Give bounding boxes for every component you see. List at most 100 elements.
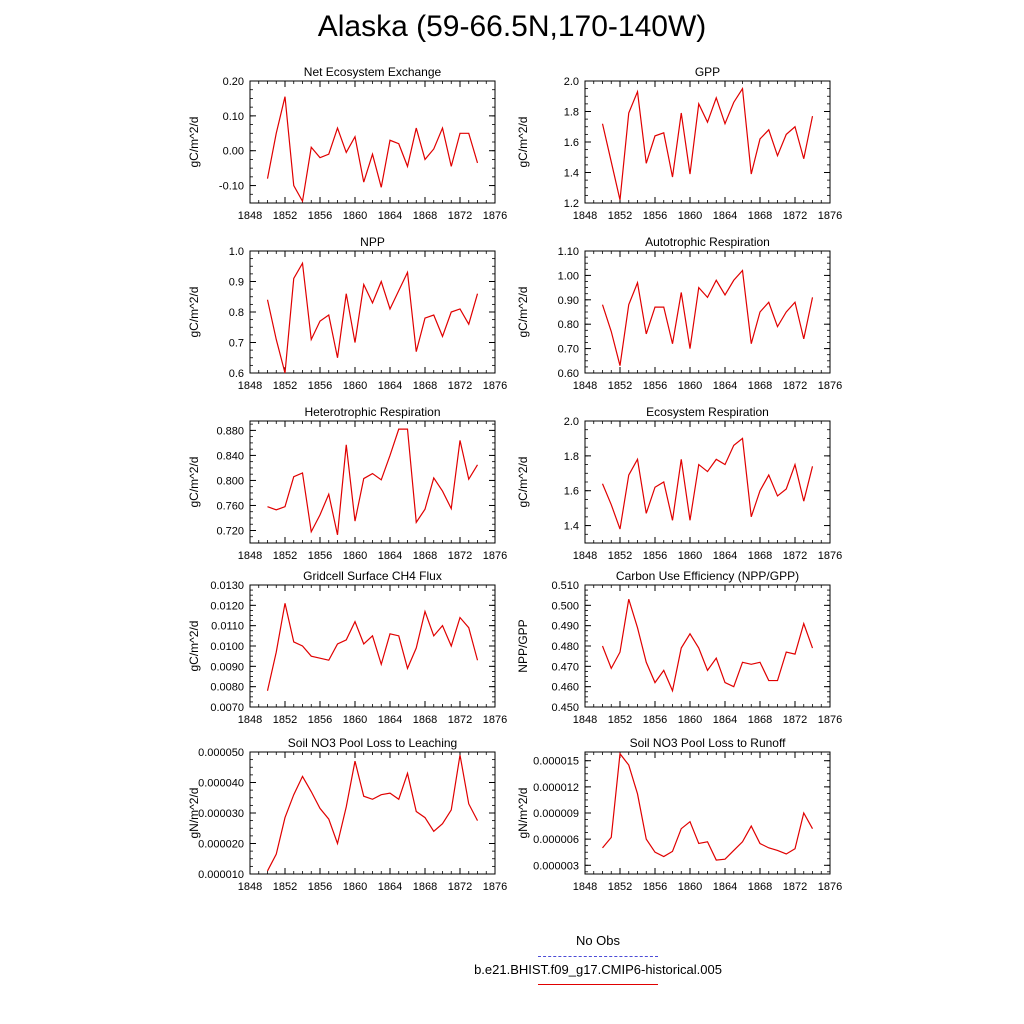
y-tick-label: -0.10 [219, 181, 244, 193]
y-tick-label: 0.450 [551, 702, 579, 714]
chart-title: Net Ecosystem Exchange [304, 65, 442, 79]
series-line [601, 86, 814, 201]
y-tick-label: 0.9 [229, 277, 244, 289]
x-tick-label: 1848 [238, 550, 262, 562]
chart-title: Autotrophic Respiration [645, 235, 770, 249]
plot-frame [584, 584, 831, 708]
x-tick-label: 1872 [783, 714, 807, 726]
x-tick-label: 1872 [448, 881, 472, 893]
page-title: Alaska (59-66.5N,170-140W) [317, 10, 707, 43]
x-tick-label: 1856 [308, 380, 332, 392]
y-tick-label: 0.000009 [533, 808, 579, 820]
chart-panel-7: Gridcell Surface CH4 Flux 1848 1852 1856 186… [187, 569, 507, 726]
x-tick-label: 1876 [483, 714, 507, 726]
y-axis-label: gC/m^2/d [516, 457, 530, 508]
x-tick-label: 1860 [343, 210, 367, 222]
series-line [601, 269, 814, 366]
y-axis-label: gC/m^2/d [516, 287, 530, 338]
x-tick-label: 1868 [748, 210, 772, 222]
chart-panel-8: Carbon Use Efficiency (NPP/GPP) 1848 1852 1… [516, 569, 842, 726]
x-tick-label: 1864 [713, 210, 737, 222]
series-line [267, 428, 479, 535]
y-tick-label: 2.0 [564, 76, 579, 88]
series-line [266, 603, 479, 691]
x-tick-label: 1852 [608, 714, 632, 726]
x-tick-label: 1856 [308, 210, 332, 222]
y-tick-label: 0.90 [558, 295, 579, 307]
y-tick-label: 1.8 [564, 107, 579, 119]
x-tick-label: 1864 [713, 881, 737, 893]
y-tick-label: 0.000012 [533, 782, 579, 794]
y-axis-label: gC/m^2/d [187, 117, 201, 168]
y-tick-label: 0.0070 [210, 702, 244, 714]
chart-panel-3: NPP 1848 1852 1856 1860 1864 1868 1872 1876 0.6 0.… [187, 235, 507, 392]
x-tick-label: 1876 [818, 380, 842, 392]
y-axis-label: NPP/GPP [516, 619, 530, 672]
x-tick-label: 1856 [308, 881, 332, 893]
legend-label-no-obs: No Obs [575, 933, 621, 948]
chart-title: Soil NO3 Pool Loss to Leaching [288, 736, 457, 750]
y-axis-label: gN/m^2/d [187, 788, 201, 839]
x-tick-label: 1868 [413, 210, 437, 222]
series-line [601, 437, 814, 530]
y-axis-label: gC/m^2/d [187, 457, 201, 508]
y-tick-label: 1.00 [558, 270, 579, 282]
x-tick-label: 1856 [643, 550, 667, 562]
x-tick-label: 1868 [413, 714, 437, 726]
y-tick-label: 0.490 [551, 621, 579, 633]
y-tick-label: 0.0100 [210, 641, 244, 653]
y-tick-label: 0.7 [229, 338, 244, 350]
x-tick-label: 1876 [483, 550, 507, 562]
y-tick-label: 0.00 [223, 146, 244, 158]
chart-panel-6: Ecosystem Respiration 1848 1852 1856 1860 186… [516, 405, 842, 562]
x-tick-label: 1848 [238, 881, 262, 893]
series-line [266, 754, 479, 872]
x-tick-label: 1848 [573, 210, 597, 222]
y-tick-label: 1.6 [564, 137, 579, 149]
chart-panel-10: Soil NO3 Pool Loss to Runoff 1848 1852 1856… [516, 736, 842, 893]
x-tick-label: 1852 [273, 550, 297, 562]
x-tick-label: 1876 [483, 380, 507, 392]
x-tick-label: 1856 [643, 380, 667, 392]
x-tick-label: 1864 [378, 714, 402, 726]
x-tick-label: 1868 [748, 881, 772, 893]
x-tick-label: 1852 [273, 210, 297, 222]
x-tick-label: 1876 [818, 881, 842, 893]
y-tick-label: 0.000006 [533, 834, 579, 846]
chart-title: Heterotrophic Respiration [304, 405, 440, 419]
plot-frame [249, 584, 496, 708]
y-tick-label: 0.000015 [533, 756, 579, 768]
y-tick-label: 1.2 [564, 198, 579, 210]
y-axis-label: gC/m^2/d [516, 117, 530, 168]
x-tick-label: 1876 [818, 550, 842, 562]
y-tick-label: 1.4 [564, 521, 579, 533]
y-tick-label: 0.0090 [210, 661, 244, 673]
chart-title: Carbon Use Efficiency (NPP/GPP) [616, 569, 799, 583]
y-tick-label: 0.720 [216, 525, 244, 537]
chart-panel-1: Net Ecosystem Exchange 1848 1852 1856 1860 18… [187, 65, 507, 222]
y-tick-label: 0.10 [223, 111, 244, 123]
x-tick-label: 1848 [573, 881, 597, 893]
plot-frame [584, 751, 831, 875]
y-tick-label: 1.8 [564, 451, 579, 463]
y-tick-label: 0.510 [551, 580, 579, 592]
y-tick-label: 0.8 [229, 307, 244, 319]
x-tick-label: 1864 [713, 380, 737, 392]
plot-frame [584, 420, 831, 544]
y-tick-label: 0.70 [558, 344, 579, 356]
chart-panel-2: GPP 1848 1852 1856 1860 1864 1868 1872 1876 1.2 1.… [516, 65, 842, 222]
x-tick-label: 1860 [678, 210, 702, 222]
y-tick-label: 1.6 [564, 486, 579, 498]
x-tick-label: 1848 [573, 714, 597, 726]
x-tick-label: 1852 [273, 380, 297, 392]
series-line [601, 599, 814, 693]
x-tick-label: 1864 [378, 550, 402, 562]
x-tick-label: 1868 [748, 714, 772, 726]
legend-line-model [538, 984, 658, 985]
y-tick-label: 0.000010 [198, 869, 244, 881]
y-tick-label: 0.480 [551, 641, 579, 653]
x-tick-label: 1876 [483, 210, 507, 222]
x-tick-label: 1852 [273, 714, 297, 726]
y-tick-label: 0.500 [551, 600, 579, 612]
